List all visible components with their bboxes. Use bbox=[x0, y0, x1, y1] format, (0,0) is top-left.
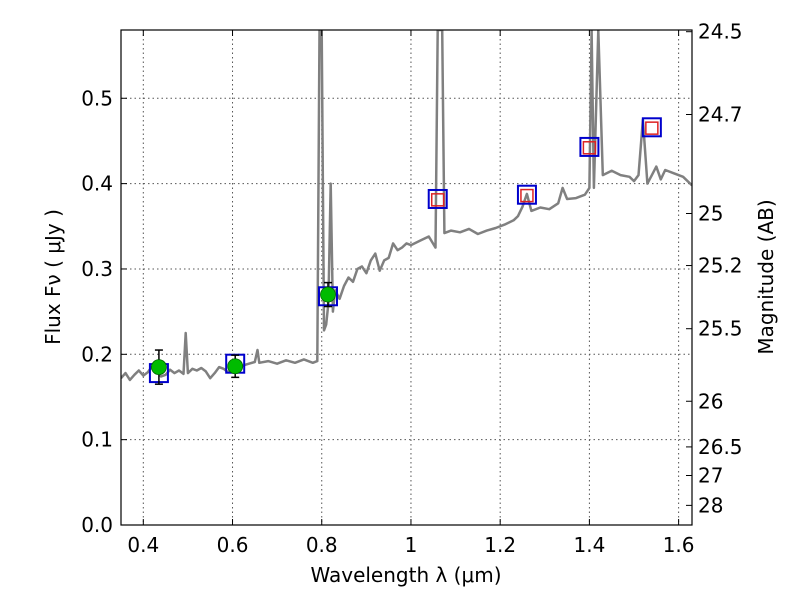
photometry-markers bbox=[148, 117, 662, 385]
grid-lines bbox=[121, 30, 692, 525]
x-tick-label: 1 bbox=[405, 533, 418, 557]
observed-limit-box bbox=[520, 188, 534, 203]
right-tick-label: 24.5 bbox=[698, 20, 743, 44]
y-tick-label: 0.1 bbox=[81, 428, 113, 452]
model-flux-box bbox=[427, 188, 448, 209]
observed-limit-box bbox=[582, 141, 597, 155]
right-tick-label: 26 bbox=[698, 389, 723, 413]
right-tick-label: 25.2 bbox=[698, 254, 743, 278]
y-axis-label: Flux Fν ( μJy ) bbox=[41, 209, 65, 345]
right-tick-label: 25.5 bbox=[698, 317, 743, 341]
y-tick-label: 0.3 bbox=[81, 257, 113, 281]
y-tick-label: 0.2 bbox=[81, 342, 113, 366]
observed-limit-box bbox=[430, 193, 445, 207]
spectrum-series bbox=[121, 30, 692, 382]
photometry-point bbox=[227, 358, 244, 375]
x-tick-label: 1.4 bbox=[573, 533, 605, 557]
right-tick-label: 26.5 bbox=[698, 435, 743, 459]
observed-limit-box bbox=[645, 121, 659, 135]
x-tick-label: 1.6 bbox=[663, 533, 695, 557]
y-tick-label: 0.0 bbox=[81, 513, 113, 537]
y-tick-label: 0.4 bbox=[81, 172, 113, 196]
plot-frame bbox=[120, 29, 693, 526]
y-tick-label: 0.5 bbox=[81, 86, 113, 110]
x-tick-label: 0.8 bbox=[306, 533, 338, 557]
x-tick-label: 0.4 bbox=[127, 533, 159, 557]
right-tick-label: 27 bbox=[698, 464, 723, 488]
x-tick-label: 0.6 bbox=[217, 533, 249, 557]
model-flux-box bbox=[516, 184, 537, 205]
x-axis-label: Wavelength λ (μm) bbox=[310, 563, 501, 587]
right-tick-label: 25 bbox=[698, 201, 723, 225]
photometry-point bbox=[320, 286, 336, 303]
photometry-point bbox=[151, 359, 167, 376]
model-flux-box bbox=[641, 117, 662, 138]
right-axis-label: Magnitude (AB) bbox=[754, 199, 778, 354]
spectrum-line bbox=[121, 30, 692, 382]
axis-ticks: 0.4 0.6 0.8 1 1.2 1.4 1.6 0.0 0.1 0.2 0.3 0.4 0.5 24.… bbox=[81, 20, 742, 557]
x-tick-label: 1.2 bbox=[484, 533, 516, 557]
right-tick-label: 24.7 bbox=[698, 102, 743, 126]
right-tick-label: 28 bbox=[698, 493, 723, 517]
model-flux-box bbox=[579, 136, 600, 157]
